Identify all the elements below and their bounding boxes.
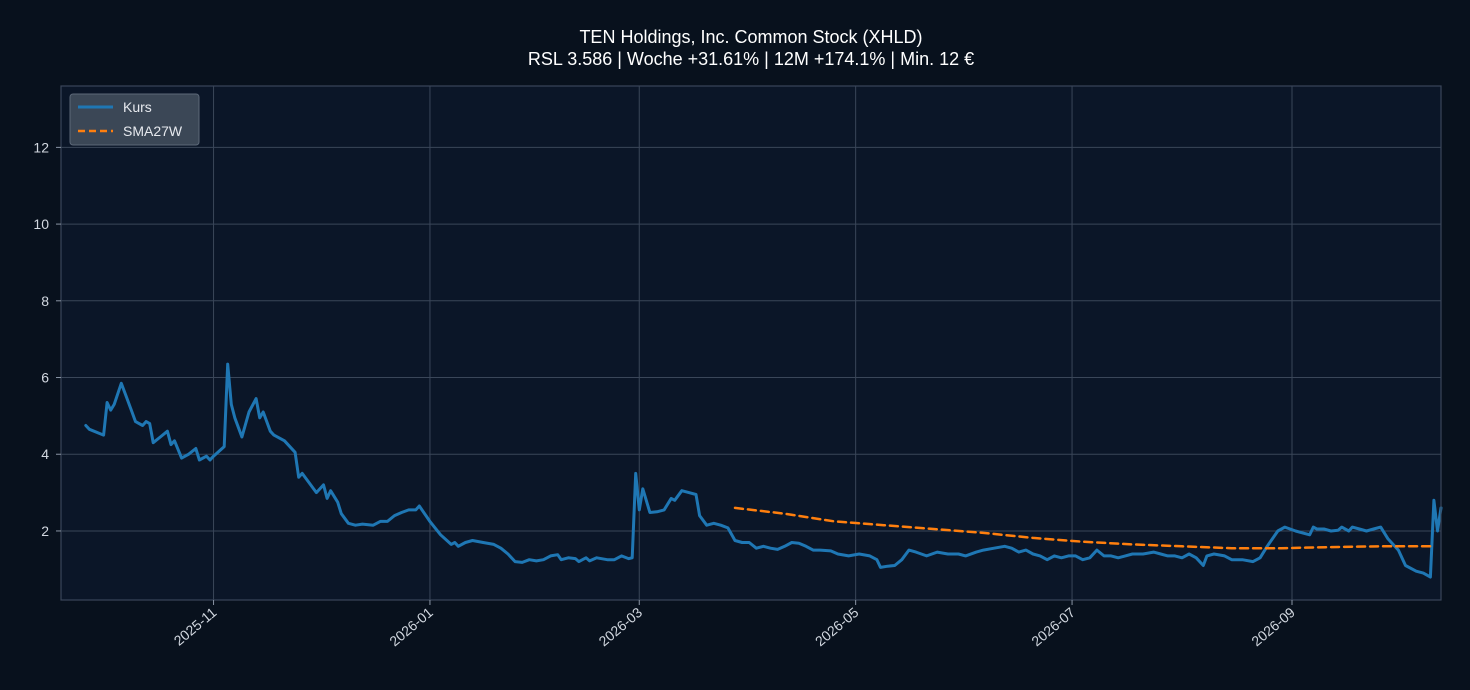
chart-title: TEN Holdings, Inc. Common Stock (XHLD) bbox=[579, 27, 922, 47]
series-layer bbox=[84, 362, 1443, 579]
plot-background bbox=[61, 86, 1441, 600]
y-tick-label: 2 bbox=[41, 523, 49, 539]
legend-label-kurs: Kurs bbox=[123, 99, 152, 115]
y-tick-label: 10 bbox=[33, 216, 49, 232]
series-line-sma27w bbox=[733, 506, 1432, 550]
y-axis: 2 4 6 8 10 12 bbox=[33, 139, 61, 539]
chart-subtitle: RSL 3.586 | Woche +31.61% | 12M +174.1% … bbox=[528, 49, 974, 69]
legend: Kurs SMA27W bbox=[69, 93, 200, 146]
y-tick-label: 12 bbox=[33, 139, 49, 155]
y-tick-label: 4 bbox=[41, 446, 49, 462]
grid bbox=[61, 86, 1441, 600]
legend-label-sma27w: SMA27W bbox=[123, 123, 183, 139]
y-tick-label: 6 bbox=[41, 370, 49, 386]
axes-frame bbox=[60, 85, 1442, 601]
y-tick-label: 8 bbox=[41, 293, 49, 309]
series-line-kurs bbox=[84, 362, 1443, 579]
plot-area bbox=[60, 85, 1443, 601]
